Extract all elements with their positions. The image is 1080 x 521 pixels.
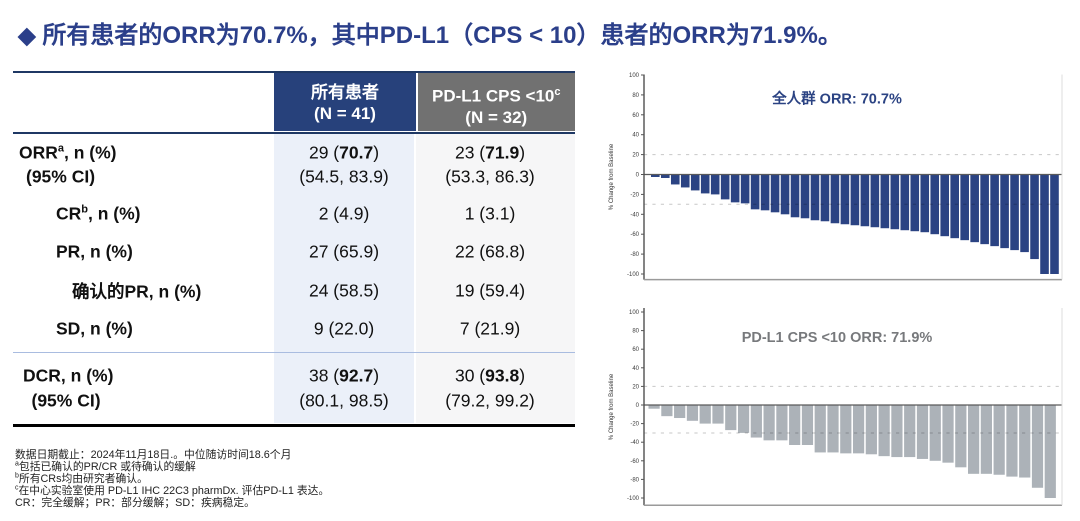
svg-text:60: 60	[632, 347, 639, 353]
svg-text:-20: -20	[630, 422, 639, 428]
svg-text:100: 100	[629, 73, 640, 79]
svg-text:-20: -20	[630, 192, 639, 198]
svg-text:-100: -100	[627, 272, 640, 278]
svg-text:80: 80	[632, 93, 639, 99]
svg-text:-60: -60	[630, 232, 639, 238]
svg-text:60: 60	[632, 113, 639, 119]
svg-text:-40: -40	[630, 212, 639, 218]
svg-text:-100: -100	[627, 496, 640, 502]
svg-text:20: 20	[632, 153, 639, 159]
svg-text:-80: -80	[630, 252, 639, 258]
svg-text:40: 40	[632, 366, 639, 372]
svg-text:0: 0	[636, 173, 640, 179]
svg-text:-60: -60	[630, 459, 639, 465]
svg-text:-80: -80	[630, 477, 639, 483]
svg-text:80: 80	[632, 329, 639, 335]
svg-text:40: 40	[632, 133, 639, 139]
svg-text:% Change from Baseline: % Change from Baseline	[609, 373, 615, 440]
svg-text:20: 20	[632, 384, 639, 390]
svg-text:-40: -40	[630, 440, 639, 446]
svg-text:0: 0	[636, 403, 640, 409]
svg-text:% Change from Baseline: % Change from Baseline	[609, 143, 615, 210]
svg-text:100: 100	[629, 310, 640, 316]
